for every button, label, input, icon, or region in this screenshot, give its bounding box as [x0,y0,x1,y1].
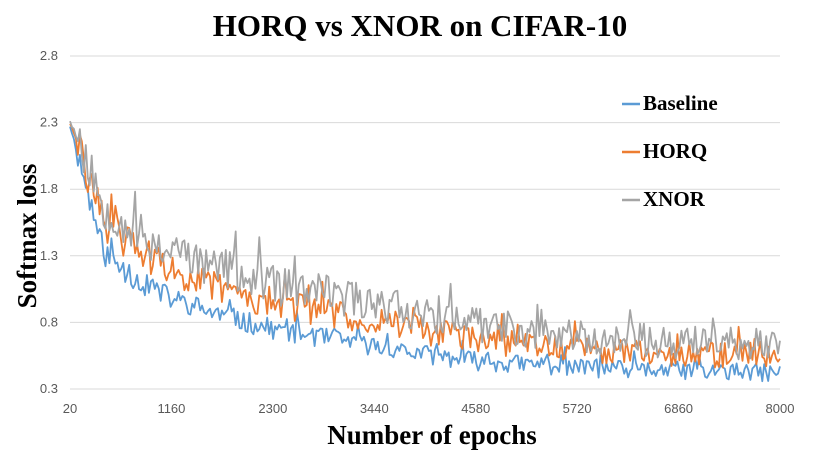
x-tick-label: 20 [63,401,77,416]
legend-label-horq: HORQ [643,139,707,163]
legend-label-baseline: Baseline [643,91,718,115]
x-axis-title: Number of epochs [327,420,537,450]
x-tick-label: 6860 [664,401,693,416]
x-tick-label: 1160 [157,401,185,416]
series-line-horq [69,123,781,369]
series-lines [69,120,781,383]
y-axis-title: Softmax loss [12,164,42,309]
x-tick-label: 2300 [258,401,287,416]
legend: Baseline HORQ XNOR [622,91,718,211]
y-tick-label: 1.8 [40,181,58,196]
y-tick-label: 2.3 [40,115,58,130]
y-tick-label: 0.8 [40,314,58,329]
x-tick-label: 8000 [766,401,795,416]
y-tick-label: 2.8 [40,48,58,63]
y-axis-ticks: 0.3 0.8 1.3 1.8 2.3 2.8 [40,48,58,396]
x-axis-ticks: 20 1160 2300 3440 4580 5720 6860 8000 [63,401,795,416]
y-tick-label: 1.3 [40,248,58,263]
chart-title: HORQ vs XNOR on CIFAR-10 [213,8,628,43]
legend-label-xnor: XNOR [643,187,706,211]
x-tick-label: 3440 [360,401,389,416]
x-tick-label: 4580 [461,401,490,416]
series-line-xnor [69,120,781,361]
x-tick-label: 5720 [563,401,592,416]
y-tick-label: 0.3 [40,381,58,396]
series-line-baseline [69,126,781,383]
